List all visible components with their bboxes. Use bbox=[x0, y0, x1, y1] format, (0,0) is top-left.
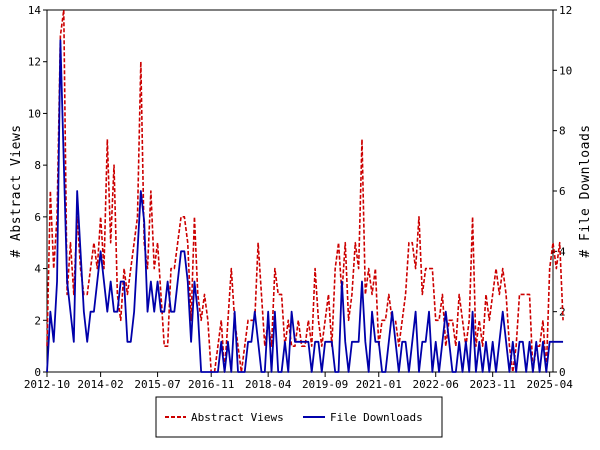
x-tick-label: 2023-11 bbox=[470, 378, 516, 391]
right-tick-label: 12 bbox=[559, 4, 572, 17]
x-tick-label: 2025-04 bbox=[526, 378, 573, 391]
right-tick-label: 0 bbox=[559, 366, 566, 379]
x-tick-label: 2022-06 bbox=[413, 378, 459, 391]
right-axis-title: # File Downloads bbox=[578, 124, 593, 257]
right-tick-label: 10 bbox=[559, 64, 572, 77]
left-tick-label: 8 bbox=[34, 159, 41, 172]
right-tick-label: 8 bbox=[559, 125, 566, 138]
legend: Abstract Views File Downloads bbox=[155, 396, 443, 438]
legend-box bbox=[155, 396, 443, 438]
left-tick-label: 10 bbox=[28, 107, 41, 120]
left-tick-label: 2 bbox=[34, 314, 41, 327]
x-tick-label: 2012-10 bbox=[24, 378, 70, 391]
right-tick-label: 4 bbox=[559, 245, 566, 258]
x-tick-label: 2015-07 bbox=[134, 378, 180, 391]
legend-label-abstract-views: Abstract Views bbox=[191, 411, 284, 424]
left-axis-ticks: 0 2 4 6 8 10 12 14 bbox=[28, 4, 47, 379]
series-line-file-downloads bbox=[46, 39, 564, 373]
series-layer bbox=[46, 9, 564, 373]
x-tick-label: 2021-01 bbox=[356, 378, 402, 391]
x-tick-label: 2019-09 bbox=[302, 378, 348, 391]
legend-label-file-downloads: File Downloads bbox=[330, 411, 423, 424]
plot-frame bbox=[46, 9, 554, 373]
left-tick-label: 0 bbox=[34, 366, 41, 379]
left-tick-label: 6 bbox=[34, 211, 41, 224]
series-line-abstract-views bbox=[46, 9, 564, 373]
x-axis-ticks: 2012-10 2014-02 2015-07 2016-11 2018-04 2019-… bbox=[24, 372, 573, 391]
right-tick-label: 6 bbox=[559, 185, 566, 198]
x-tick-label: 2014-02 bbox=[77, 378, 123, 391]
left-tick-label: 14 bbox=[28, 4, 42, 17]
left-tick-label: 12 bbox=[28, 56, 41, 69]
left-axis-title: # Abstract Views bbox=[9, 124, 24, 257]
x-tick-label: 2018-04 bbox=[245, 378, 292, 391]
left-tick-label: 4 bbox=[34, 263, 41, 276]
x-tick-label: 2016-11 bbox=[188, 378, 234, 391]
